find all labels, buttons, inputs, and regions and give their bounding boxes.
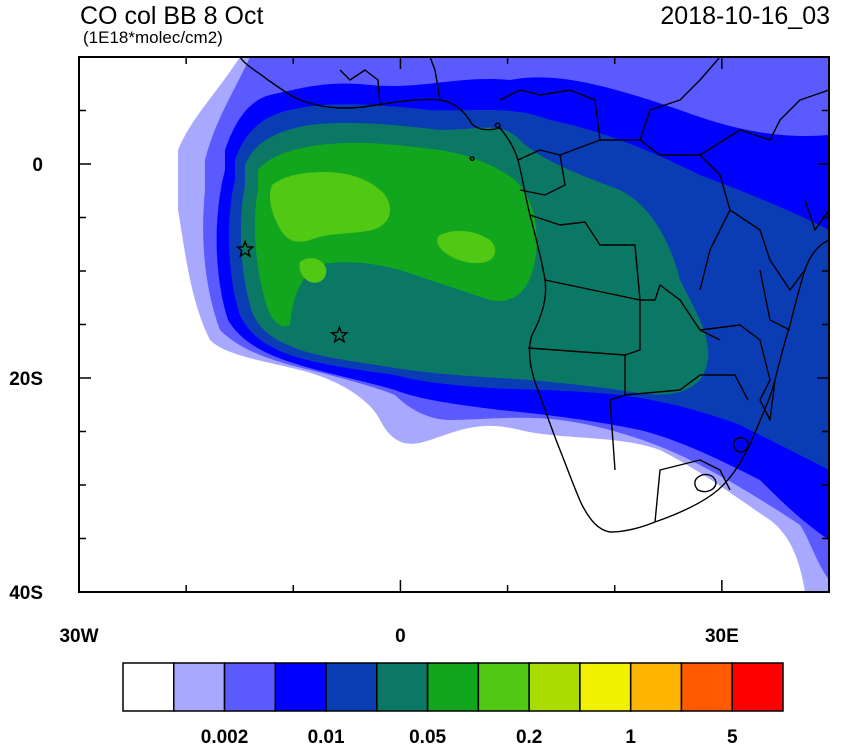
colorbar-swatch	[731, 662, 784, 712]
island	[694, 473, 717, 493]
y-tick-label: 40S	[9, 583, 43, 604]
x-tick-label: 30E	[705, 626, 739, 647]
star-marker	[235, 239, 255, 258]
colorbar-swatch	[579, 662, 632, 712]
colorbar-swatch	[376, 662, 429, 712]
colorbar-label: 5	[727, 727, 738, 747]
site-markers	[235, 239, 349, 344]
country-border	[729, 209, 806, 291]
axis-labels: 30W 0 30E 0 20S 40S	[9, 155, 739, 647]
colorbar: 0.002 0.01 0.05 0.2 1 5	[122, 662, 784, 747]
country-border	[804, 199, 829, 231]
country-border	[699, 89, 829, 156]
africa-coastline	[239, 57, 829, 533]
country-border	[654, 459, 731, 523]
country-border	[499, 89, 601, 141]
datetime-label: 2018-10-16_03	[660, 2, 830, 30]
colorbar-swatch	[477, 662, 530, 712]
units-label: (1E18*molec/cm2)	[83, 28, 223, 47]
colorbar-swatch	[223, 662, 277, 712]
star-marker	[329, 325, 349, 344]
country-border	[517, 149, 566, 196]
colorbar-swatch	[426, 662, 480, 712]
country-border	[759, 269, 791, 331]
country-border	[527, 347, 626, 356]
country-border	[624, 374, 749, 401]
y-tick-label: 0	[32, 155, 43, 176]
contour-level-7	[299, 258, 327, 283]
co-column-field	[178, 57, 829, 592]
colorbar-label: 0.002	[201, 727, 249, 747]
map-title: CO col BB 8 Oct	[80, 2, 264, 30]
contour-level-7	[437, 230, 496, 264]
colorbar-swatch	[629, 662, 683, 712]
island	[494, 122, 501, 129]
colorbar-label: 0.2	[516, 727, 542, 747]
country-border	[339, 69, 381, 107]
y-tick-label: 20S	[9, 369, 43, 390]
colorbar-swatch	[528, 662, 581, 712]
contour-level-7	[270, 172, 391, 242]
colorbar-label: 0.05	[409, 727, 446, 747]
colorbar-swatch	[325, 662, 378, 712]
country-border	[759, 379, 776, 421]
colorbar-swatch	[680, 662, 733, 712]
coastlines-borders	[239, 57, 829, 533]
country-border	[699, 324, 771, 401]
colorbar-swatch	[122, 662, 175, 712]
x-tick-label: 30W	[59, 626, 98, 647]
plot-frame	[78, 56, 830, 593]
country-border	[639, 57, 721, 141]
colorbar-swatch	[173, 662, 226, 712]
island	[469, 156, 475, 162]
x-tick-label: 0	[395, 626, 406, 647]
colorbar-label: 0.01	[308, 727, 345, 747]
country-border	[429, 57, 441, 101]
island	[732, 437, 749, 453]
colorbar-label: 1	[625, 727, 636, 747]
colorbar-swatch	[274, 662, 327, 712]
